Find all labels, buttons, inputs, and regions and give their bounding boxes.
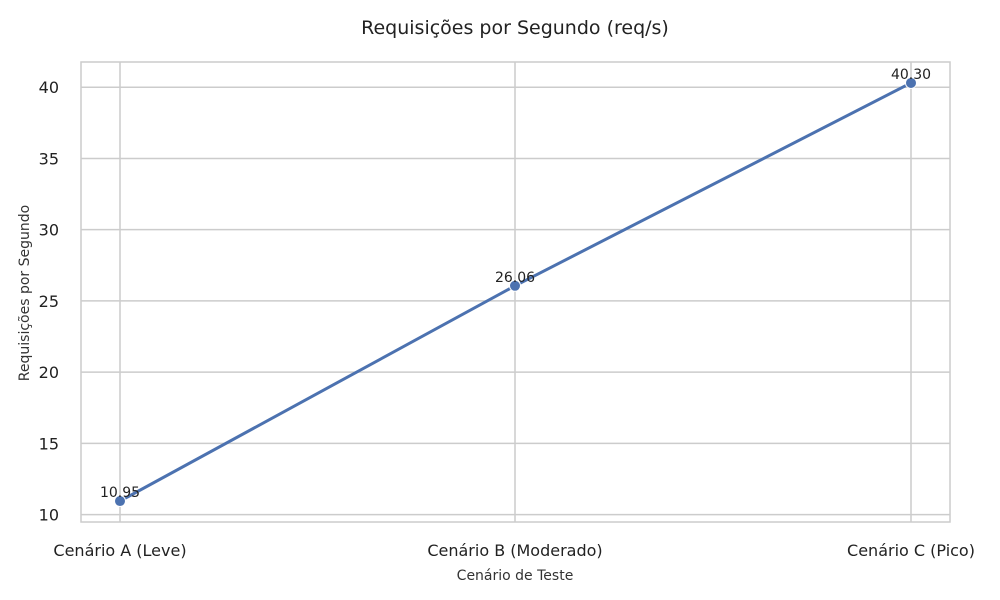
data-label: 26.06 [495, 270, 535, 286]
x-tick-label: Cenário A (Leve) [53, 541, 186, 560]
data-point [905, 76, 917, 89]
data-labels: 10.95 26.06 40.30 [100, 67, 931, 501]
y-tick-label: 30 [39, 221, 59, 240]
chart-title: Requisições por Segundo (req/s) [361, 17, 669, 39]
y-axis-label: Requisições por Segundo [17, 205, 33, 381]
plot-frame [80, 61, 951, 523]
data-points [114, 76, 917, 508]
y-tick-label: 40 [39, 78, 59, 97]
y-tick-label: 25 [39, 292, 59, 311]
data-point [114, 495, 126, 508]
y-tick-label: 10 [39, 506, 59, 525]
x-axis-ticks: Cenário A (Leve) Cenário B (Moderado) Cená… [53, 541, 975, 560]
x-tick-label: Cenário B (Moderado) [427, 541, 602, 560]
x-axis-label: Cenário de Teste [457, 568, 574, 584]
data-point [509, 279, 521, 292]
y-tick-label: 20 [39, 363, 59, 382]
data-label: 40.30 [891, 67, 931, 83]
data-label: 10.95 [100, 485, 140, 501]
y-tick-label: 15 [39, 434, 59, 453]
x-tick-label: Cenário C (Pico) [847, 541, 975, 560]
y-tick-label: 35 [39, 149, 59, 168]
y-axis-ticks: 10 15 20 25 30 35 40 [39, 78, 59, 524]
